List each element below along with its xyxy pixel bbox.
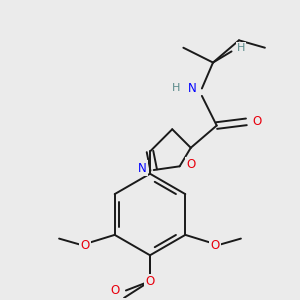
Text: N: N	[188, 82, 197, 95]
Text: O: O	[210, 239, 220, 253]
Text: N: N	[138, 162, 147, 175]
Text: O: O	[110, 284, 119, 297]
Text: H: H	[172, 83, 180, 94]
Text: O: O	[253, 115, 262, 128]
Text: H: H	[237, 43, 245, 53]
Text: O: O	[146, 275, 154, 288]
Text: O: O	[80, 239, 90, 253]
Text: O: O	[146, 277, 154, 290]
Text: O: O	[186, 158, 195, 171]
